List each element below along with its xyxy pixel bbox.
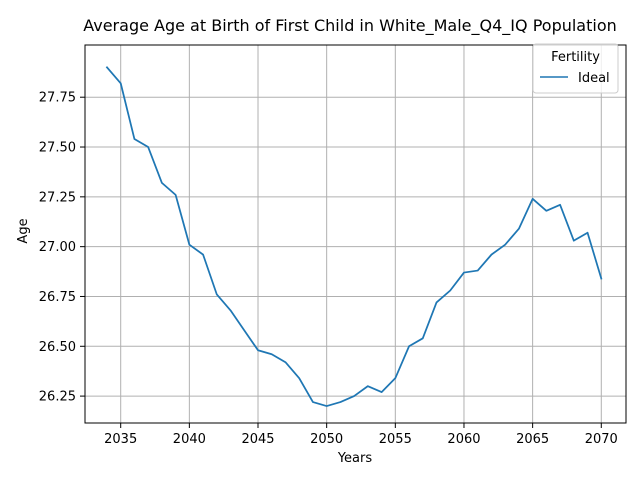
x-tick-label: 2065: [516, 432, 549, 447]
legend-label-ideal: Ideal: [578, 71, 610, 86]
legend-title: Fertility: [551, 50, 600, 65]
y-axis-label: Age: [16, 218, 31, 243]
y-axis-ticks: 26.25 26.50 26.75 27.00 27.25 27.50 27.75: [39, 91, 85, 405]
x-tick-label: 2045: [241, 432, 274, 447]
x-tick-label: 2070: [585, 432, 618, 447]
y-tick-label: 27.75: [39, 91, 76, 106]
x-axis-ticks: 2035 2040 2045 2050 2055 2060 2065 2070: [104, 423, 618, 447]
x-axis-label: Years: [337, 451, 373, 466]
grid: [85, 45, 626, 423]
legend-box: [532, 43, 619, 94]
plot-frame: [84, 44, 627, 424]
y-tick-label: 27.50: [39, 141, 76, 156]
legend: Fertility Ideal: [532, 43, 619, 94]
y-tick-label: 26.75: [39, 290, 76, 305]
x-tick-label: 2060: [447, 432, 480, 447]
y-tick-label: 27.00: [39, 240, 76, 255]
series-layer: [105, 66, 603, 407]
x-tick-label: 2055: [379, 432, 412, 447]
x-tick-label: 2040: [173, 432, 206, 447]
x-tick-label: 2050: [310, 432, 343, 447]
chart-title: Average Age at Birth of First Child in W…: [83, 16, 617, 36]
y-tick-label: 27.25: [39, 190, 76, 205]
y-tick-label: 26.50: [39, 340, 76, 355]
y-tick-label: 26.25: [39, 390, 76, 405]
series-line-ideal: [105, 66, 603, 407]
x-tick-label: 2035: [104, 432, 137, 447]
